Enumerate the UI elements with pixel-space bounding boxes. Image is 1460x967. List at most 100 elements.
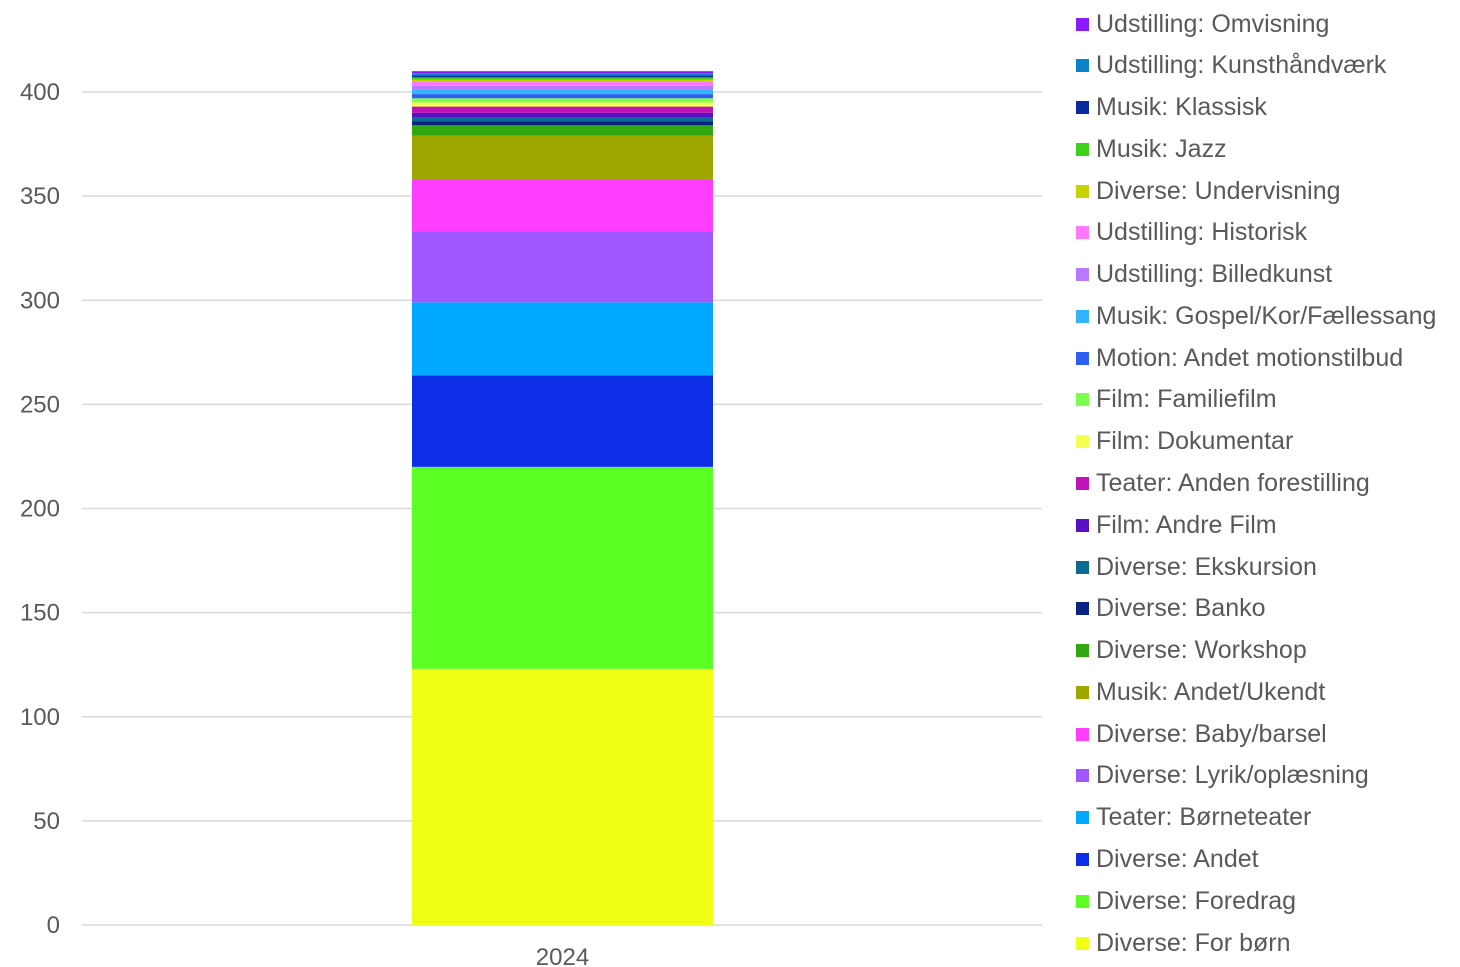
legend-item: Udstilling: Historisk: [1076, 213, 1307, 253]
legend-item: Diverse: Banko: [1076, 589, 1266, 629]
bar-segment-6: [412, 179, 713, 232]
bar-segments: [412, 71, 713, 925]
bar-segment-2: [412, 466, 713, 669]
bar-segment-7: [412, 135, 713, 180]
legend-swatch: [1076, 309, 1089, 323]
y-tick-label: 0: [47, 912, 60, 939]
legend-item: Teater: Anden forestilling: [1076, 464, 1370, 504]
legend-swatch: [1076, 435, 1089, 449]
bar-segment-5: [412, 231, 713, 303]
legend-swatch: [1076, 685, 1089, 699]
legend-label: Musik: Gospel/Kor/Fællessang: [1096, 301, 1437, 330]
legend-swatch: [1076, 852, 1089, 866]
legend-item: Musik: Gospel/Kor/Fællessang: [1076, 296, 1436, 336]
bar-segment-8: [412, 125, 713, 136]
legend-swatch: [1076, 936, 1089, 950]
legend-swatch: [1076, 894, 1089, 908]
bar-segment-16: [412, 89, 713, 95]
legend-label: Udstilling: Historisk: [1096, 218, 1308, 247]
legend-label: Diverse: Lyrik/oplæsning: [1096, 761, 1369, 790]
legend-label: Udstilling: Kunsthåndværk: [1096, 51, 1387, 80]
legend-label: Udstilling: Billedkunst: [1096, 260, 1333, 289]
bar-segment-20: [412, 77, 713, 80]
legend-item: Diverse: Undervisning: [1076, 171, 1341, 211]
legend-swatch: [1076, 351, 1089, 365]
legend-item: Diverse: Ekskursion: [1076, 547, 1317, 587]
legend-label: Diverse: Foredrag: [1096, 886, 1297, 915]
legend-item: Musik: Andet/Ukendt: [1076, 672, 1325, 712]
bar-segment-12: [412, 106, 713, 113]
legend-label: Diverse: Workshop: [1096, 636, 1307, 665]
legend-swatch: [1076, 811, 1089, 825]
legend-swatch: [1076, 727, 1089, 741]
legend-label: Film: Familiefilm: [1096, 385, 1277, 414]
bar-segment-21: [412, 75, 713, 78]
legend-swatch: [1076, 393, 1089, 407]
legend-label: Diverse: Baby/barsel: [1096, 719, 1327, 748]
bar-segment-17: [412, 85, 713, 90]
legend-item: Udstilling: Omvisning: [1076, 4, 1329, 44]
legend-item: Film: Dokumentar: [1076, 422, 1293, 462]
legend-swatch: [1076, 644, 1089, 658]
legend-item: Musik: Jazz: [1076, 129, 1227, 169]
y-axis-tick-labels: 0 50 100 150 200 250 300 350 400: [20, 79, 60, 939]
legend-label: Diverse: Ekskursion: [1096, 552, 1317, 581]
legend-item: Diverse: Foredrag: [1076, 881, 1296, 921]
legend-swatch: [1076, 101, 1089, 115]
bar-segment-4: [412, 302, 713, 376]
legend-swatch: [1076, 226, 1089, 240]
y-tick-label: 400: [20, 79, 60, 106]
legend-item: Diverse: Baby/barsel: [1076, 714, 1327, 754]
legend-swatch: [1076, 769, 1089, 783]
legend-label: Musik: Jazz: [1096, 134, 1227, 163]
legend-swatch: [1076, 602, 1089, 616]
bar-segment-14: [412, 98, 713, 103]
bar-segment-11: [412, 112, 713, 117]
legend-item: Diverse: Andet: [1076, 839, 1259, 879]
x-axis-tick-labels: 2024: [536, 944, 589, 967]
legend-item: Udstilling: Kunsthåndværk: [1076, 46, 1386, 86]
legend-label: Teater: Børneteater: [1096, 803, 1312, 832]
legend-item: Diverse: For børn: [1076, 923, 1290, 963]
bar-segment-13: [412, 102, 713, 107]
legend-swatch: [1076, 477, 1089, 490]
legend-swatch: [1076, 142, 1089, 156]
legend-item: Udstilling: Billedkunst: [1076, 255, 1332, 295]
legend-item: Film: Andre Film: [1076, 505, 1277, 545]
y-tick-label: 350: [20, 183, 60, 210]
legend-item: Musik: Klassisk: [1076, 88, 1267, 128]
legend-label: Diverse: Undervisning: [1096, 176, 1341, 205]
y-tick-label: 300: [20, 287, 60, 314]
bar-segment-15: [412, 94, 713, 99]
legend-swatch: [1076, 268, 1089, 282]
legend-swatch: [1076, 560, 1089, 574]
legend-swatch: [1076, 59, 1089, 73]
bar-segment-22: [412, 73, 713, 76]
bar-segment-19: [412, 79, 713, 82]
legend-swatch: [1076, 518, 1089, 532]
bar-segment-1: [412, 668, 713, 925]
legend-item: Film: Familiefilm: [1076, 380, 1277, 420]
legend-item: Diverse: Lyrik/oplæsning: [1076, 756, 1369, 796]
y-tick-label: 150: [20, 600, 60, 627]
legend-swatch: [1076, 184, 1089, 198]
legend-label: Motion: Andet motionstilbud: [1096, 343, 1404, 372]
bar-segment-10: [412, 116, 713, 122]
legend-swatch: [1076, 17, 1089, 31]
legend-label: Musik: Klassisk: [1096, 93, 1267, 122]
bar-segment-18: [412, 81, 713, 86]
legend-label: Udstilling: Omvisning: [1096, 9, 1330, 38]
x-tick-label: 2024: [536, 944, 589, 967]
legend-label: Musik: Andet/Ukendt: [1096, 677, 1326, 706]
y-tick-label: 100: [20, 704, 60, 731]
legend-label: Diverse: Andet: [1096, 844, 1259, 873]
bar-segment-23: [412, 71, 713, 74]
legend-label: Film: Dokumentar: [1096, 427, 1294, 456]
y-tick-label: 200: [20, 496, 60, 523]
bar-segment-9: [412, 121, 713, 126]
legend-label: Diverse: Banko: [1096, 594, 1266, 623]
legend-item: Diverse: Workshop: [1076, 631, 1307, 671]
legend-item: Motion: Andet motionstilbud: [1076, 338, 1403, 378]
stacked-bar-chart: 0 50 100 150 200 250 300 350 400 2024: [20, 71, 1042, 967]
legend-label: Diverse: For børn: [1096, 928, 1291, 957]
